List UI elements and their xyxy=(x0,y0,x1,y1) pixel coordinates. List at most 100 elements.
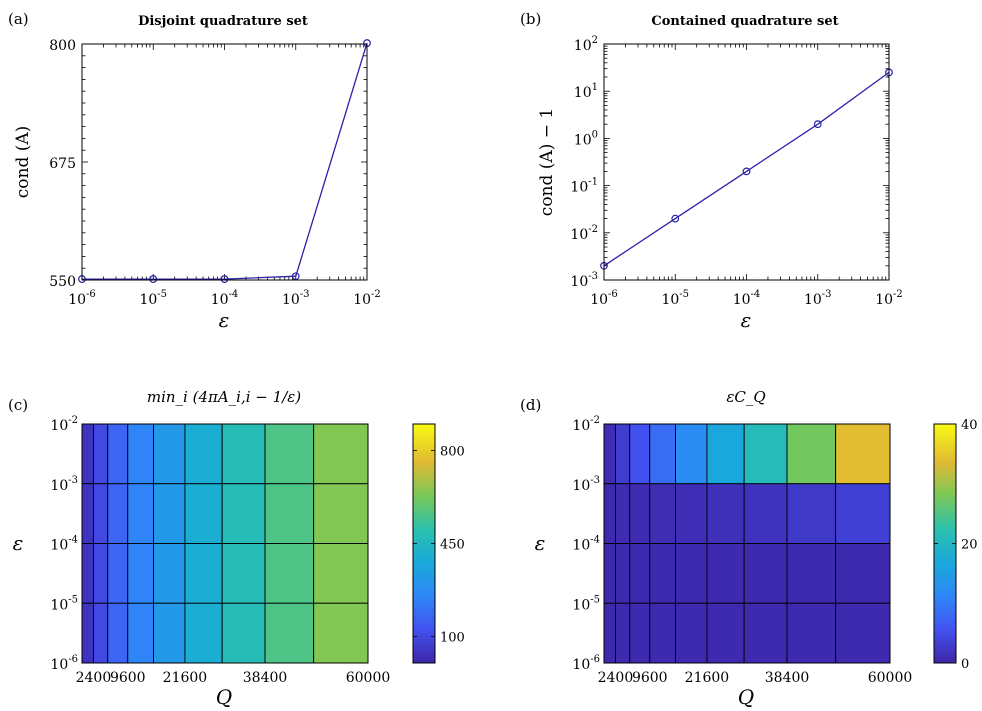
y-tick-label: 10-6 xyxy=(50,654,78,673)
y-tick-label: 10-2 xyxy=(570,224,598,243)
heatmap-cell xyxy=(786,423,837,485)
heatmap-cell xyxy=(786,483,837,544)
panel-d-axes-frame xyxy=(603,423,891,664)
panel-c-letter: (c) xyxy=(8,396,28,414)
y-tick-label: 10-2 xyxy=(572,415,600,434)
panel-a-ticks xyxy=(81,43,368,281)
heatmap-cell xyxy=(92,423,109,485)
heatmap-cell xyxy=(743,543,788,604)
y-tick-label: 102 xyxy=(574,35,598,54)
heatmap-cell xyxy=(614,543,631,604)
panel-d-x-label: Q xyxy=(738,685,754,709)
data-point xyxy=(813,120,822,129)
panel-a-title: Disjoint quadrature set xyxy=(138,14,308,29)
x-tick-label: 10-3 xyxy=(804,289,832,308)
heatmap-cell xyxy=(786,543,837,604)
heatmap-cell xyxy=(629,423,651,485)
panel-d-letter: (d) xyxy=(520,396,541,414)
heatmap-cell xyxy=(107,423,129,485)
heatmap-cell xyxy=(127,602,154,664)
panel-a-axes-frame xyxy=(81,43,368,281)
heatmap-cell xyxy=(313,423,369,485)
x-tick-label: 21600 xyxy=(685,670,730,686)
heatmap-cell xyxy=(786,602,837,664)
panel-b-y-label: cond (A) − 1 xyxy=(537,108,557,216)
heatmap-cell xyxy=(264,483,315,544)
heatmap-cell xyxy=(153,483,186,544)
heatmap-cell xyxy=(675,543,708,604)
y-tick-label: 10-4 xyxy=(572,535,600,554)
data-point xyxy=(671,214,680,223)
x-tick-label: 9600 xyxy=(632,670,668,686)
heatmap-cell xyxy=(221,423,266,485)
heatmap-cell xyxy=(675,483,708,544)
panel-a-line xyxy=(82,42,368,280)
panel-c-y-tick-labels: 10-2 10-3 10-4 10-5 10-6 xyxy=(50,415,78,673)
heatmap-cell xyxy=(221,543,266,604)
heatmap-cell xyxy=(629,543,651,604)
heatmap-cell xyxy=(81,602,94,664)
x-tick-label: 10-3 xyxy=(282,289,310,308)
panel-a-letter: (a) xyxy=(8,10,29,28)
heatmap-cell xyxy=(127,423,154,485)
heatmap-cell xyxy=(92,602,109,664)
panel-c-x-label: Q xyxy=(216,685,232,709)
x-tick-label: 10-5 xyxy=(661,289,689,308)
panel-b-x-label: ε xyxy=(741,308,752,332)
panel-c-y-label: ε xyxy=(13,531,24,555)
heatmap-cell xyxy=(675,423,708,485)
y-tick-label: 800 xyxy=(49,38,76,54)
x-tick-label: 10-4 xyxy=(211,289,239,308)
heatmap-cell xyxy=(184,602,223,664)
colorbar-tick-label: 40 xyxy=(961,418,978,433)
colorbar-tick-label: 20 xyxy=(961,538,978,553)
heatmap-cell xyxy=(649,602,676,664)
heatmap-cell xyxy=(603,602,616,664)
y-tick-label: 101 xyxy=(574,82,598,101)
data-point xyxy=(742,167,751,176)
data-point xyxy=(220,275,229,283)
x-tick-label: 10-6 xyxy=(68,289,96,308)
heatmap-cell xyxy=(221,483,266,544)
y-tick-label: 100 xyxy=(574,129,598,148)
y-tick-label: 675 xyxy=(49,156,76,172)
heatmap-cell xyxy=(153,543,186,604)
heatmap-cell xyxy=(153,423,186,485)
heatmap-cell xyxy=(743,483,788,544)
y-tick-label: 10-3 xyxy=(572,475,600,494)
heatmap-cell xyxy=(706,543,745,604)
heatmap-cell xyxy=(127,483,154,544)
colorbar-tick-label: 0 xyxy=(961,657,969,672)
heatmap-cell xyxy=(107,543,129,604)
colorbar-tick-label: 800 xyxy=(440,445,465,460)
panel-d-colorbar-ticks: 0 20 40 xyxy=(934,418,978,672)
heatmap-cell xyxy=(184,483,223,544)
heatmap-cell xyxy=(264,602,315,664)
heatmap-cell xyxy=(313,483,369,544)
panel-d-y-label: ε xyxy=(535,531,546,555)
heatmap-cell xyxy=(184,543,223,604)
heatmap-cell xyxy=(614,483,631,544)
heatmap-cell xyxy=(107,483,129,544)
panel-c-title: min_i (4πA_i,i − 1/ε) xyxy=(147,388,301,406)
y-tick-label: 10-3 xyxy=(570,271,598,290)
heatmap-cell xyxy=(603,543,616,604)
y-tick-label: 550 xyxy=(49,274,76,290)
heatmap-cell xyxy=(81,483,94,544)
panel-b-y-tick-labels: 10-3 10-2 10-1 100 101 102 xyxy=(570,35,598,290)
heatmap-cell xyxy=(313,602,369,664)
x-tick-label: 10-2 xyxy=(353,289,381,308)
x-tick-label: 10-2 xyxy=(875,289,903,308)
panel-a-markers xyxy=(78,39,371,283)
y-tick-label: 10-4 xyxy=(50,535,78,554)
heatmap-cell xyxy=(835,602,891,664)
heatmap-cell xyxy=(649,423,676,485)
heatmap-cell xyxy=(264,423,315,485)
panel-a-y-label: cond (A) xyxy=(13,126,33,199)
heatmap-cell xyxy=(264,543,315,604)
x-tick-label: 60000 xyxy=(346,670,391,686)
x-tick-label: 10-5 xyxy=(139,289,167,308)
colorbar-tick-label: 450 xyxy=(440,538,465,553)
